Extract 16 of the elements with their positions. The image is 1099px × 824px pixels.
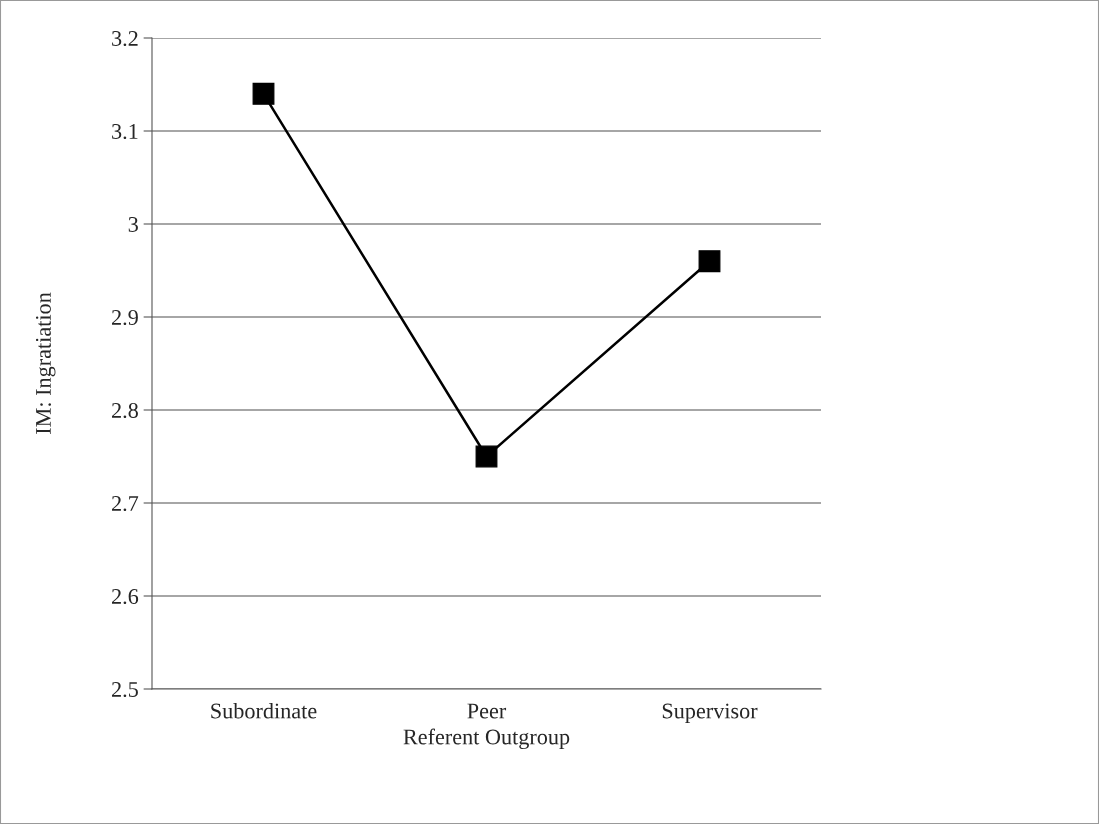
y-tick-label: 2.7 [112,495,139,512]
y-tick-label: 3.2 [112,30,138,47]
x-tick-label: Subordinate [211,702,317,719]
y-tick-label: 3 [128,216,138,232]
point [475,445,498,468]
y-axis-title: IM: Ingratiation [35,292,56,434]
y-tick-label: 2.9 [112,309,138,326]
x-tick-label: Supervisor [662,703,758,724]
y-tick-label: 3.1 [112,123,138,140]
y-tick-label: 2.8 [112,402,138,419]
y-tick-label: 2.5 [112,681,138,698]
x-axis-title: Referent Outgroup [403,728,570,750]
point [698,250,721,273]
point [252,82,275,105]
y-tick-label: 2.6 [112,588,139,605]
x-tick-label: Peer [467,703,507,719]
